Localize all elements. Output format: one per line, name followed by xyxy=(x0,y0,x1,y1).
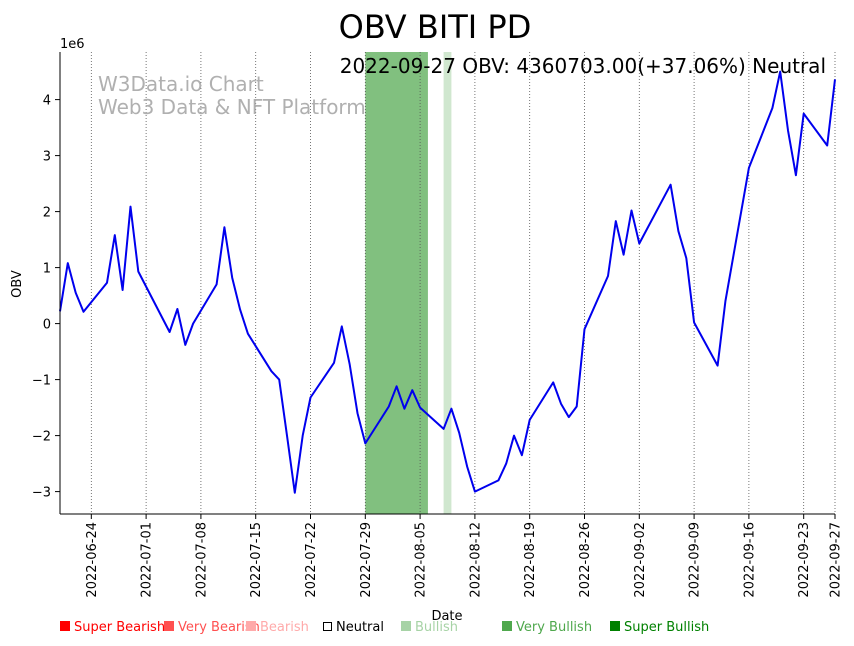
x-axis-label: Date xyxy=(431,609,462,624)
legend-label-bearish: Bearish xyxy=(260,620,309,635)
x-tick-label-2022-07-01: 2022-07-01 xyxy=(140,522,155,598)
legend-item-very-bearish: Very Bearish xyxy=(164,620,260,635)
shaded-region-1 xyxy=(443,52,452,514)
legend-swatch-super-bullish xyxy=(610,621,620,631)
legend-item-super-bullish: Super Bullish xyxy=(610,620,709,635)
x-tick-label-2022-07-29: 2022-07-29 xyxy=(359,522,374,598)
legend-label-super-bearish: Super Bearish xyxy=(74,620,166,635)
legend-item-neutral: Neutral xyxy=(323,620,384,635)
legend-label-neutral: Neutral xyxy=(336,620,384,635)
x-tick-label-2022-07-15: 2022-07-15 xyxy=(249,522,264,598)
y-tick-label-1: −2 xyxy=(32,430,51,445)
shaded-regions xyxy=(365,52,452,514)
legend-item-very-bullish: Very Bullish xyxy=(502,620,592,635)
y-tick-label-7: 4 xyxy=(43,94,51,109)
y-ticks: −3 −2 −1 0 1 2 3 4 xyxy=(32,94,60,501)
legend-label-bullish: Bullish xyxy=(415,620,459,635)
legend-swatch-super-bearish xyxy=(60,621,70,631)
watermark: W3Data.io Chart Web3 Data & NFT Platform xyxy=(98,72,366,119)
x-tick-label-2022-07-22: 2022-07-22 xyxy=(304,522,319,598)
y-axis-label: OBV xyxy=(10,270,25,298)
legend-label-super-bullish: Super Bullish xyxy=(624,620,710,635)
x-tick-label-2022-08-05: 2022-08-05 xyxy=(414,522,429,598)
x-tick-label-2022-06-24: 2022-06-24 xyxy=(85,522,100,598)
legend-item-bearish: Bearish xyxy=(246,620,309,635)
legend-label-very-bullish: Very Bullish xyxy=(516,620,593,635)
x-ticks: 2022-06-24 2022-07-01 2022-07-08 2022-07-15… xyxy=(85,514,844,598)
x-tick-label-2022-07-08: 2022-07-08 xyxy=(194,522,209,598)
x-tick-label-2022-09-23: 2022-09-23 xyxy=(797,522,812,598)
vertical-gridlines xyxy=(90,52,836,514)
x-tick-label-2022-09-27: 2022-09-27 xyxy=(829,522,844,598)
obv-series-line xyxy=(59,70,836,494)
watermark-line-1: W3Data.io Chart xyxy=(98,72,264,96)
y-tick-label-5: 2 xyxy=(43,206,51,221)
y-tick-label-2: −1 xyxy=(32,374,51,389)
obv-annotation: 2022-09-27 OBV: 4360703.00(+37.06%) Neut… xyxy=(340,54,826,78)
chart-title: OBV BITI PD xyxy=(339,8,532,46)
legend-item-bullish: Bullish xyxy=(401,620,458,635)
y-multiplier-label: 1e6 xyxy=(60,37,85,52)
legend-item-super-bearish: Super Bearish xyxy=(60,620,165,635)
legend-swatch-very-bullish xyxy=(502,621,512,631)
legend-swatch-very-bearish xyxy=(164,621,174,631)
x-tick-label-2022-09-09: 2022-09-09 xyxy=(688,522,703,598)
x-tick-label-2022-08-12: 2022-08-12 xyxy=(468,522,483,598)
x-tick-label-2022-09-02: 2022-09-02 xyxy=(633,522,648,598)
shaded-region-0 xyxy=(365,52,428,514)
legend-swatch-neutral xyxy=(323,622,332,631)
watermark-line-2: Web3 Data & NFT Platform xyxy=(98,95,366,119)
y-tick-label-6: 3 xyxy=(43,150,51,165)
x-tick-label-2022-08-19: 2022-08-19 xyxy=(523,522,538,598)
legend-swatch-bullish xyxy=(401,621,411,631)
y-tick-label-3: 0 xyxy=(43,318,51,333)
x-tick-label-2022-09-16: 2022-09-16 xyxy=(742,522,757,598)
legend-label-very-bearish: Very Bearish xyxy=(178,620,260,635)
x-tick-label-2022-08-26: 2022-08-26 xyxy=(578,522,593,598)
axes xyxy=(59,52,835,515)
y-tick-label-4: 1 xyxy=(43,262,51,277)
y-tick-label-0: −3 xyxy=(32,486,51,501)
legend-swatch-bearish xyxy=(246,621,256,631)
